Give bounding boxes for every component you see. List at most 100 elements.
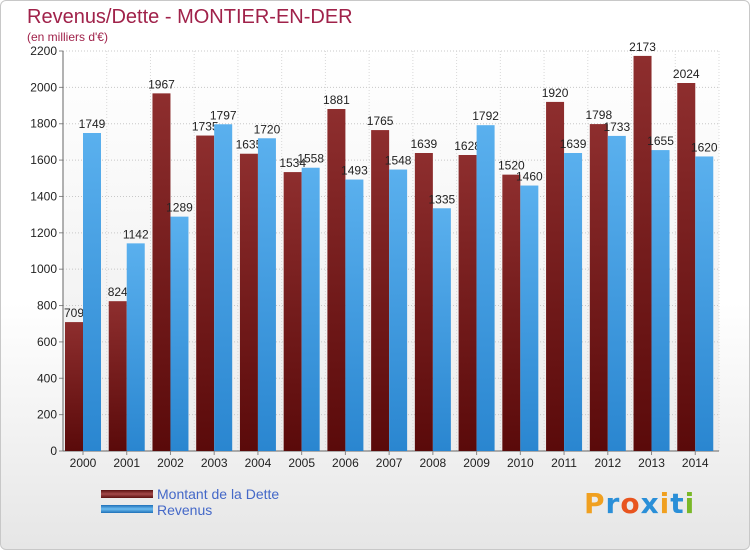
x-tick-label: 2010 — [507, 456, 534, 470]
y-tick-label: 1600 — [30, 153, 57, 167]
data-label-dette: 1628 — [454, 139, 481, 153]
data-label-revenus: 1493 — [341, 164, 368, 178]
data-label-dette: 824 — [108, 285, 128, 299]
y-tick-label: 2200 — [30, 44, 57, 58]
logo-letter: o — [620, 487, 641, 520]
data-label-revenus: 1558 — [297, 152, 324, 166]
bar-revenus — [170, 216, 189, 451]
data-label-dette: 1798 — [585, 108, 612, 122]
data-label-revenus: 1142 — [123, 227, 149, 241]
bar-dette — [458, 155, 477, 451]
x-tick-label: 2014 — [682, 456, 709, 470]
x-tick-label: 2006 — [332, 456, 359, 470]
data-label-dette: 1967 — [148, 77, 175, 91]
bar-revenus — [389, 169, 408, 451]
x-tick-label: 2008 — [420, 456, 447, 470]
y-tick-label: 400 — [37, 371, 57, 385]
data-label-dette: 1735 — [192, 120, 219, 134]
chart-title: Revenus/Dette - MONTIER-EN-DER — [27, 6, 353, 28]
legend-swatch-revenus — [101, 505, 153, 513]
y-tick-label: 1800 — [30, 117, 57, 131]
x-tick-label: 2011 — [551, 456, 577, 470]
logo-letter: P — [584, 487, 606, 520]
logo-letter: x — [640, 487, 660, 520]
bar-dette — [546, 101, 565, 451]
data-label-revenus: 1720 — [254, 122, 281, 136]
logo-letter: r — [605, 487, 621, 520]
bar-dette — [283, 172, 302, 451]
data-label-revenus: 1289 — [166, 201, 193, 215]
bar-dette — [589, 124, 608, 451]
logo-letter: i — [659, 487, 671, 520]
bar-revenus — [126, 243, 145, 451]
data-label-revenus: 1548 — [385, 154, 412, 168]
bar-revenus — [83, 133, 101, 451]
y-tick-label: 800 — [37, 299, 57, 313]
bar-revenus — [301, 167, 320, 451]
bar-dette — [65, 322, 83, 451]
bar-dette — [633, 55, 652, 452]
bar-dette — [327, 109, 346, 451]
bar-revenus — [257, 138, 276, 452]
x-tick-label: 2009 — [463, 456, 490, 470]
bar-revenus — [432, 208, 451, 451]
bar-revenus — [607, 135, 626, 451]
data-label-dette: 1520 — [498, 159, 525, 173]
data-label-dette: 2173 — [629, 40, 656, 54]
bar-dette — [502, 174, 521, 452]
x-tick-label: 2000 — [70, 456, 97, 470]
bar-revenus — [345, 179, 364, 451]
y-tick-label: 200 — [37, 408, 57, 422]
legend-swatch-dette — [101, 490, 153, 498]
y-tick-label: 600 — [37, 335, 57, 349]
data-label-revenus: 1335 — [429, 192, 456, 206]
x-tick-label: 2002 — [157, 456, 184, 470]
bar-revenus — [564, 153, 583, 451]
data-label-dette: 1635 — [236, 138, 263, 152]
bar-dette — [239, 153, 258, 451]
legend-label-revenus: Revenus — [157, 502, 213, 518]
bar-dette — [196, 135, 215, 451]
bar-revenus — [476, 125, 495, 451]
y-tick-label: 1200 — [30, 226, 57, 240]
data-label-revenus: 1620 — [691, 140, 718, 154]
bar-revenus — [214, 124, 233, 451]
data-label-revenus: 1460 — [516, 170, 543, 184]
bar-dette — [152, 93, 171, 451]
data-label-revenus: 1639 — [560, 137, 587, 151]
x-tick-label: 2005 — [288, 456, 315, 470]
data-label-dette: 709 — [64, 306, 84, 320]
proxiti-logo: Proxiti — [584, 487, 695, 520]
logo-letter: t — [670, 487, 685, 520]
y-tick-label: 1000 — [30, 262, 57, 276]
y-tick-label: 0 — [50, 444, 57, 458]
legend-label-dette: Montant de la Dette — [157, 486, 280, 502]
data-label-dette: 1765 — [367, 114, 394, 128]
data-label-dette: 2024 — [673, 67, 700, 81]
bar-revenus — [651, 150, 670, 451]
x-tick-label: 2003 — [201, 456, 228, 470]
bar-dette — [677, 83, 696, 451]
x-tick-label: 2007 — [376, 456, 403, 470]
bar-dette — [414, 153, 433, 451]
bar-dette — [108, 301, 127, 451]
y-tick-label: 1400 — [30, 189, 57, 203]
data-label-revenus: 1733 — [603, 120, 630, 134]
data-label-revenus: 1792 — [472, 109, 499, 123]
data-label-dette: 1534 — [279, 156, 306, 170]
y-tick-label: 2000 — [30, 80, 57, 94]
x-tick-label: 2013 — [638, 456, 665, 470]
bar-dette — [371, 130, 390, 451]
x-tick-label: 2012 — [594, 456, 621, 470]
data-label-revenus: 1749 — [79, 117, 106, 131]
x-tick-label: 2004 — [245, 456, 272, 470]
bar-revenus — [520, 185, 539, 451]
data-label-dette: 1920 — [542, 86, 569, 100]
data-label-dette: 1881 — [323, 93, 350, 107]
bar-revenus — [695, 156, 714, 452]
x-tick-label: 2001 — [113, 456, 140, 470]
data-label-revenus: 1797 — [210, 108, 237, 122]
data-label-revenus: 1655 — [647, 134, 674, 148]
data-label-dette: 1639 — [411, 137, 438, 151]
